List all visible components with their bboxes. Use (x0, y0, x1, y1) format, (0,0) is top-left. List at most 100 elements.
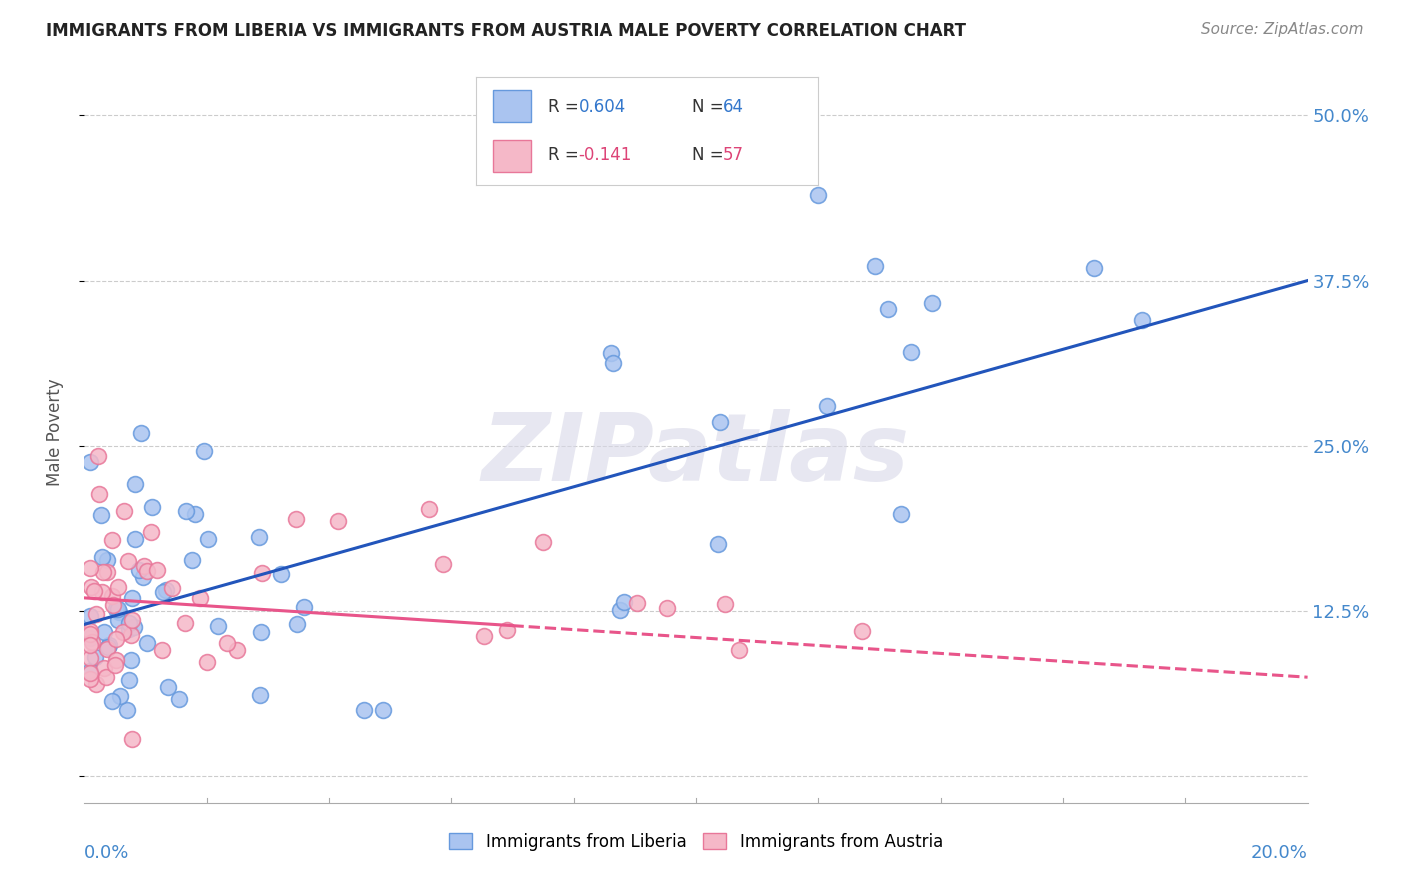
Point (98, 638, 121, 652)
Point (120, 628, 142, 642)
Point (79, 638, 101, 652)
Point (226, 642, 249, 657)
Point (101, 589, 124, 603)
Text: 0.0%: 0.0% (84, 844, 129, 862)
Point (121, 591, 143, 605)
Point (728, 643, 751, 657)
Point (115, 703, 138, 717)
Point (79, 561, 101, 575)
Point (80, 580, 103, 594)
Point (174, 504, 197, 518)
Point (249, 625, 271, 640)
Point (79, 631, 101, 645)
Point (180, 552, 202, 566)
Point (107, 613, 129, 627)
Point (184, 507, 207, 521)
Point (655, 600, 678, 615)
Point (80, 635, 103, 649)
Point (94, 670, 117, 684)
Point (373, 703, 395, 717)
Point (418, 501, 440, 516)
Point (432, 557, 454, 571)
Point (91, 549, 114, 564)
Point (877, 302, 900, 317)
Point (863, 259, 886, 273)
Point (900, 345, 922, 359)
Point (247, 529, 270, 543)
Point (105, 632, 128, 646)
Point (495, 623, 517, 637)
Point (136, 564, 159, 578)
Point (141, 524, 163, 539)
Point (328, 514, 350, 528)
Point (890, 508, 912, 522)
Point (83, 649, 105, 664)
Point (150, 642, 173, 657)
Point (83, 583, 105, 598)
Point (96, 565, 118, 579)
Point (707, 537, 730, 551)
Point (851, 624, 873, 639)
Legend: Immigrants from Liberia, Immigrants from Austria: Immigrants from Liberia, Immigrants from… (443, 826, 949, 857)
Point (193, 444, 215, 458)
Point (87, 450, 110, 464)
Point (124, 532, 146, 546)
Point (86, 676, 108, 690)
Point (91, 585, 114, 599)
Point (124, 477, 146, 491)
Point (1083, 260, 1105, 275)
Point (197, 532, 219, 546)
Point (104, 658, 127, 673)
Point (250, 566, 273, 580)
Point (96, 641, 118, 656)
Point (531, 535, 554, 549)
Point (353, 703, 375, 717)
Point (135, 636, 157, 650)
Point (107, 606, 129, 620)
Point (79, 672, 101, 686)
Point (613, 595, 636, 609)
Point (118, 615, 141, 630)
Point (167, 691, 190, 706)
Point (101, 598, 124, 612)
Point (207, 619, 229, 633)
Point (270, 566, 292, 581)
Point (156, 680, 179, 694)
Point (97, 640, 120, 655)
Point (152, 584, 174, 599)
Point (141, 500, 163, 515)
Y-axis label: Male Poverty: Male Poverty (45, 379, 63, 486)
Point (108, 689, 131, 703)
Point (79, 626, 101, 640)
Point (1130, 313, 1153, 327)
Point (93, 661, 115, 675)
Point (217, 635, 239, 649)
Point (807, 187, 830, 202)
Point (160, 581, 183, 595)
Point (121, 613, 143, 627)
Point (117, 622, 139, 636)
Point (174, 616, 197, 631)
Point (79, 665, 101, 680)
Point (96, 553, 118, 567)
Point (714, 597, 737, 611)
Point (79, 651, 101, 665)
Point (921, 296, 943, 310)
Point (84, 607, 107, 621)
Text: 20.0%: 20.0% (1251, 844, 1308, 862)
Point (129, 426, 152, 441)
Point (120, 653, 142, 667)
Point (709, 415, 731, 429)
Point (195, 655, 218, 669)
Point (101, 694, 124, 708)
Point (117, 554, 139, 568)
Point (93, 624, 115, 639)
Point (132, 558, 155, 573)
Point (599, 345, 621, 359)
Point (132, 570, 155, 584)
Point (90, 508, 112, 522)
Point (79, 455, 101, 469)
Point (79, 624, 101, 639)
Point (609, 603, 631, 617)
Point (626, 596, 648, 610)
